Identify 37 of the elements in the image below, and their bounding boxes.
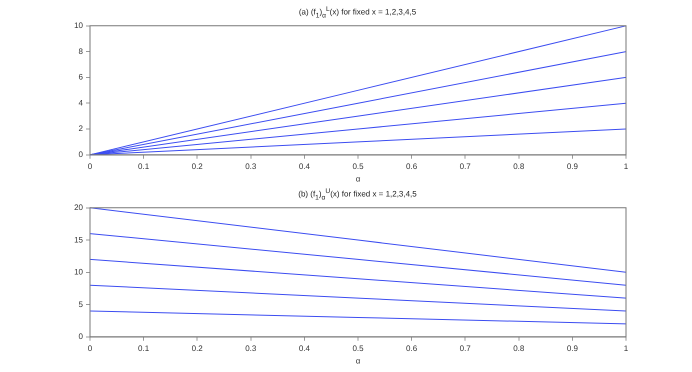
chart-title: (a) (f$_{1}$)$_{α}$$^{L}$(x) for fixed x = 1,2,3,4,5 xyxy=(298,6,418,20)
chart-title: (b) (f$_{1}$)$_{α}$$^{U}$(x) for fixed x = 1,2,3,4,5 xyxy=(297,188,418,202)
x-tick-label: 0.6 xyxy=(406,344,418,353)
x-tick-label: 0.3 xyxy=(245,344,257,353)
y-tick-label: 4 xyxy=(78,98,84,108)
y-tick-label: 2 xyxy=(78,124,84,134)
y-tick-label: 15 xyxy=(74,235,84,244)
x-tick-label: 0.5 xyxy=(352,162,364,171)
y-tick-label: 6 xyxy=(78,72,84,82)
y-tick-label: 10 xyxy=(74,21,84,30)
y-tick-label: 5 xyxy=(78,300,84,309)
x-tick-label: 0.7 xyxy=(460,162,472,171)
x-tick-label: 0.7 xyxy=(460,344,472,353)
x-tick-label: 0.2 xyxy=(192,162,204,171)
x-tick-label: 0.9 xyxy=(566,162,579,171)
x-tick-label: 0.1 xyxy=(138,344,150,353)
y-tick-label: 10 xyxy=(74,268,84,277)
x-tick-label: 1 xyxy=(624,162,629,171)
x-tick-label: 0 xyxy=(88,344,93,353)
x-tick-label: 0.3 xyxy=(245,162,257,171)
x-axis-title: α xyxy=(356,356,361,366)
x-tick-label: 0.4 xyxy=(298,162,311,171)
y-tick-label: 0 xyxy=(78,332,84,342)
x-tick-label: 0.9 xyxy=(566,344,579,353)
x-axis-title: α xyxy=(356,174,361,184)
x-tick-label: 0.5 xyxy=(352,344,364,353)
x-tick-label: 0 xyxy=(88,162,93,171)
y-tick-label: 0 xyxy=(78,150,84,160)
x-tick-label: 0.2 xyxy=(192,344,204,353)
y-tick-label: 20 xyxy=(74,203,84,212)
x-tick-label: 0.8 xyxy=(513,344,525,353)
x-tick-label: 0.6 xyxy=(406,162,418,171)
x-tick-label: 0.8 xyxy=(513,162,525,171)
x-tick-label: 0.4 xyxy=(298,344,311,353)
x-tick-label: 1 xyxy=(624,344,629,353)
y-tick-label: 8 xyxy=(78,46,84,56)
x-tick-label: 0.1 xyxy=(138,162,150,171)
